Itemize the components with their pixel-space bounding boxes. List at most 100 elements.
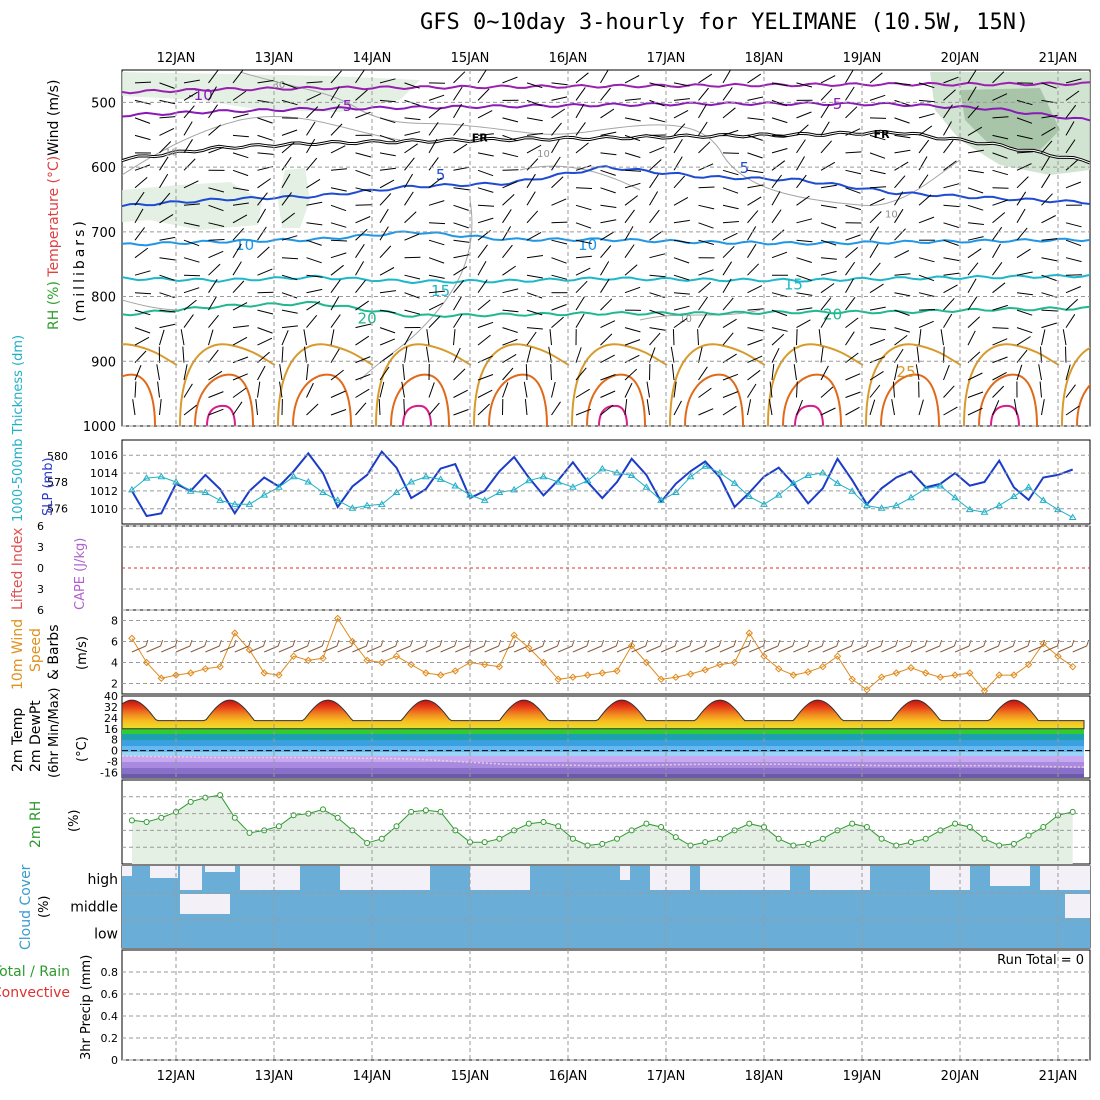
upper-barb-148	[894, 134, 911, 139]
upper-barb-773	[918, 399, 924, 416]
upper-barb-104	[771, 117, 788, 124]
upper-barb-403	[453, 254, 470, 259]
upper-barb-689	[771, 364, 775, 381]
upper-barb-323	[404, 211, 417, 224]
upper-barb-56	[551, 96, 568, 101]
upper-barb-735	[943, 385, 955, 398]
upper-barb-508	[159, 309, 176, 313]
upper-barb-506	[1065, 286, 1081, 294]
wind-point-33	[613, 667, 621, 675]
y-tick-slp-1012: 1012	[90, 485, 118, 498]
upper-barb-442	[453, 266, 468, 276]
hot-contour-6	[684, 373, 744, 426]
upper-barb-577	[894, 327, 910, 333]
y-tick-temp-16: 16	[104, 723, 118, 736]
upper-barb-34	[967, 70, 977, 84]
upper-barb-261	[796, 174, 807, 189]
upper-barb-381	[869, 226, 880, 241]
upper-barb-475	[306, 288, 323, 294]
wind-point-29	[554, 675, 562, 684]
upper-barb-32	[918, 82, 935, 89]
hot-contour-2	[292, 373, 352, 426]
upper-barb-268	[967, 187, 984, 194]
upper-barb-757	[524, 399, 528, 416]
upper-barb-206	[404, 157, 415, 171]
upper-barb-351	[134, 227, 145, 241]
upper-barb-61	[673, 98, 690, 101]
precip-run-total: Run Total = 0	[997, 953, 1084, 968]
rh-area	[131, 795, 1073, 864]
y-tick-temp-24: 24	[104, 712, 118, 725]
wind-point-5	[201, 665, 210, 673]
upper-barb-736	[967, 391, 984, 398]
upper-barb-391	[159, 257, 176, 261]
upper-barb-180	[722, 152, 740, 154]
thk-point-50	[863, 501, 871, 509]
upper-barb-664	[156, 364, 160, 381]
upper-barb-721	[600, 390, 616, 398]
upper-barb-301	[820, 204, 837, 209]
upper-barb-376	[747, 226, 757, 241]
upper-barb-465	[1016, 271, 1033, 276]
upper-barb-769	[820, 407, 836, 416]
upper-barb-523	[526, 309, 543, 316]
hot-contour-0	[122, 373, 156, 426]
upper-barb-344	[918, 216, 935, 224]
wind-barb-12	[308, 639, 325, 653]
upper-barb-46	[306, 93, 322, 101]
rh-point-8	[246, 829, 253, 836]
upper-barb-86	[330, 104, 340, 119]
x-tick-bottom-18JAN: 18JAN	[745, 1069, 784, 1084]
upper-barb-6	[281, 82, 298, 89]
upper-barb-191	[992, 152, 1008, 159]
upper-barb-0	[134, 81, 152, 84]
upper-barb-27	[796, 82, 813, 88]
upper-barb-332	[624, 209, 635, 224]
upper-barb-290	[551, 198, 567, 206]
upper-barb-23	[698, 73, 713, 84]
upper-barb-136	[600, 131, 617, 136]
thk-point-24	[480, 496, 489, 503]
upper-barb-467	[1065, 274, 1083, 276]
y-axis-labels: RH (%) Temperature (°C)Wind (m/s) (millib…	[0, 80, 94, 1060]
upper-barb-81	[208, 104, 219, 119]
upper-barb-754	[453, 409, 469, 416]
upper-barb-549	[208, 314, 219, 328]
upper-barb-727	[747, 383, 757, 398]
hot-contour-4	[488, 373, 548, 426]
upper-barb-162	[281, 142, 295, 154]
upper-barb-74	[992, 93, 1008, 101]
upper-barb-536	[845, 297, 856, 311]
upper-barb-343	[894, 208, 904, 224]
upper-barb-82	[232, 113, 249, 119]
upper-barb-698	[992, 371, 1007, 381]
upper-barb-524	[551, 304, 567, 311]
upper-barb-121	[232, 134, 249, 138]
cloud-level-middle: middle	[70, 899, 118, 915]
upper-barb-264	[869, 186, 887, 189]
hot-contour-10	[1076, 383, 1090, 426]
warm-contour-0	[122, 343, 178, 366]
upper-barb-207	[428, 157, 439, 171]
upper-barb-333	[649, 209, 660, 224]
upper-barb-215	[624, 169, 642, 172]
upper-barb-202	[306, 157, 318, 171]
upper-barb-310	[1041, 193, 1053, 206]
upper-barb-763	[673, 400, 682, 416]
upper-barb-492	[722, 278, 732, 293]
upper-barb-252	[575, 187, 593, 189]
upper-barb-131	[477, 133, 494, 136]
upper-ylabel-part-1: Temperature (°C)	[46, 156, 62, 281]
cloud-ylabel-units: (%)	[37, 896, 52, 919]
upper-barb-172	[526, 144, 542, 154]
upper-barb-525	[575, 296, 585, 311]
upper-barb-708	[279, 381, 283, 398]
wind-barb-41	[734, 639, 752, 653]
upper-barb-553	[306, 314, 318, 328]
warm-contour-7	[767, 343, 864, 426]
rh-point-40	[716, 835, 723, 842]
upper-barb-474	[281, 292, 298, 299]
upper-barb-220	[747, 169, 764, 174]
upper-barb-130	[453, 122, 465, 136]
upper-barb-542	[992, 304, 1008, 311]
